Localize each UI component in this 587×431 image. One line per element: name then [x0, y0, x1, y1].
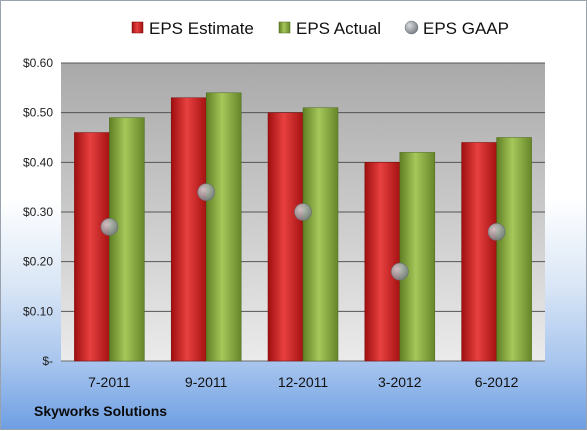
- y-tick-label: $0.10: [23, 304, 53, 318]
- eps-gaap-marker: [487, 223, 506, 241]
- eps-gaap-marker: [390, 262, 409, 281]
- x-category-label: 7-2011: [88, 374, 131, 390]
- eps-estimate-bar: [74, 132, 110, 362]
- eps-estimate-bar: [461, 142, 497, 362]
- y-tick-label: $0.20: [23, 255, 53, 269]
- eps-actual-bar: [302, 107, 339, 362]
- x-category-label: 6-2012: [475, 374, 519, 390]
- eps-gaap-marker: [197, 183, 215, 201]
- x-category-label: 3-2012: [378, 374, 422, 390]
- y-tick-label: $0.30: [23, 205, 53, 219]
- y-tick-label: $-: [42, 354, 53, 368]
- y-tick-label: $0.60: [23, 56, 53, 70]
- eps-actual-bar: [205, 92, 242, 362]
- legend-eps-actual-label: EPS Actual: [296, 19, 381, 38]
- eps-estimate-bar: [364, 162, 401, 362]
- x-category-label: 12-2011: [278, 374, 329, 390]
- legend-eps-actual-swatch: [278, 21, 291, 34]
- y-tick-label: $0.50: [23, 106, 53, 120]
- eps-actual-bar: [496, 137, 532, 362]
- eps-gaap-marker: [294, 203, 312, 221]
- company-name: Skyworks Solutions: [34, 403, 168, 419]
- eps-actual-bar: [109, 117, 145, 362]
- y-tick-label: $0.40: [23, 155, 53, 169]
- eps-actual-bar: [399, 152, 436, 362]
- eps-estimate-bar: [170, 97, 207, 362]
- eps-gaap-marker: [100, 218, 119, 236]
- legend-eps-gaap-label: EPS GAAP: [423, 19, 509, 38]
- x-category-label: 9-2011: [185, 374, 228, 390]
- legend-eps-estimate-label: EPS Estimate: [149, 19, 254, 38]
- eps-estimate-bar: [267, 112, 304, 362]
- legend-eps-estimate-swatch: [131, 21, 144, 34]
- legend-eps-gaap-swatch: [404, 20, 419, 35]
